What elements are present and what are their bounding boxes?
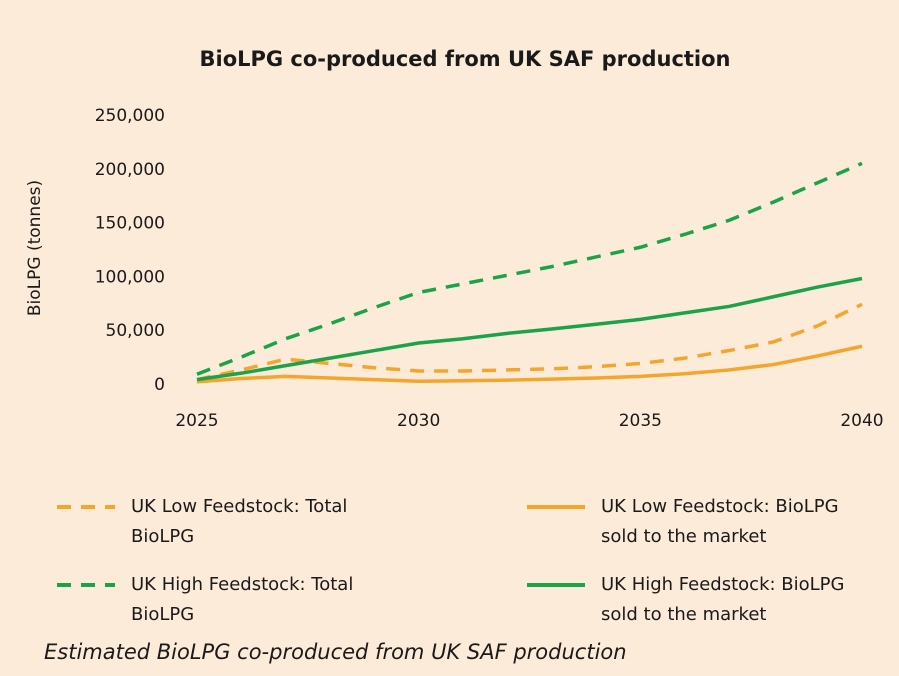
series-line bbox=[196, 344, 863, 384]
x-tick-label: 2030 bbox=[397, 411, 440, 431]
y-tick-label: 150,000 bbox=[95, 214, 165, 234]
y-tick-label: 250,000 bbox=[95, 106, 165, 126]
y-tick-label: 100,000 bbox=[95, 267, 165, 287]
legend-swatch bbox=[57, 583, 115, 587]
legend-swatch bbox=[527, 583, 585, 587]
x-tick-label: 2035 bbox=[619, 411, 662, 431]
y-tick-label: 200,000 bbox=[95, 160, 165, 180]
y-axis-label: BioLPG (tonnes) bbox=[25, 180, 45, 316]
legend-item: UK Low Feedstock: Total BioLPG bbox=[55, 492, 411, 552]
legend-label: UK High Feedstock: BioLPG sold to the ma… bbox=[601, 574, 845, 625]
legend-item: UK Low Feedstock: BioLPG sold to the mar… bbox=[525, 492, 881, 552]
legend-swatch bbox=[527, 505, 585, 509]
legend-label: UK Low Feedstock: Total BioLPG bbox=[131, 496, 348, 547]
legend-item: UK High Feedstock: Total BioLPG bbox=[55, 570, 411, 630]
legend-label: UK Low Feedstock: BioLPG sold to the mar… bbox=[601, 496, 839, 547]
series-line bbox=[196, 276, 863, 382]
x-tick-label: 2025 bbox=[175, 411, 218, 431]
y-tick-label: 0 bbox=[154, 375, 165, 395]
caption: Estimated BioLPG co-produced from UK SAF… bbox=[44, 640, 627, 664]
series-line bbox=[196, 161, 863, 376]
chart-title: BioLPG co-produced from UK SAF productio… bbox=[199, 47, 730, 71]
legend-swatch bbox=[57, 505, 115, 509]
legend-item: UK High Feedstock: BioLPG sold to the ma… bbox=[525, 570, 881, 630]
y-tick-label: 50,000 bbox=[106, 321, 165, 341]
chart: BioLPG co-produced from UK SAF productio… bbox=[25, 47, 884, 431]
x-tick-label: 2040 bbox=[840, 411, 883, 431]
legend-label: UK High Feedstock: Total BioLPG bbox=[131, 574, 354, 625]
series-line bbox=[196, 302, 863, 382]
